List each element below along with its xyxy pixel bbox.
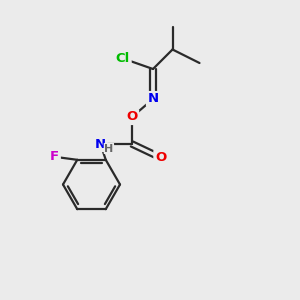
Text: O: O	[155, 151, 166, 164]
Text: N: N	[147, 92, 159, 106]
Text: O: O	[126, 110, 138, 124]
Text: F: F	[50, 150, 59, 163]
Text: H: H	[104, 143, 113, 154]
Text: N: N	[95, 137, 106, 151]
Text: Cl: Cl	[116, 52, 130, 65]
